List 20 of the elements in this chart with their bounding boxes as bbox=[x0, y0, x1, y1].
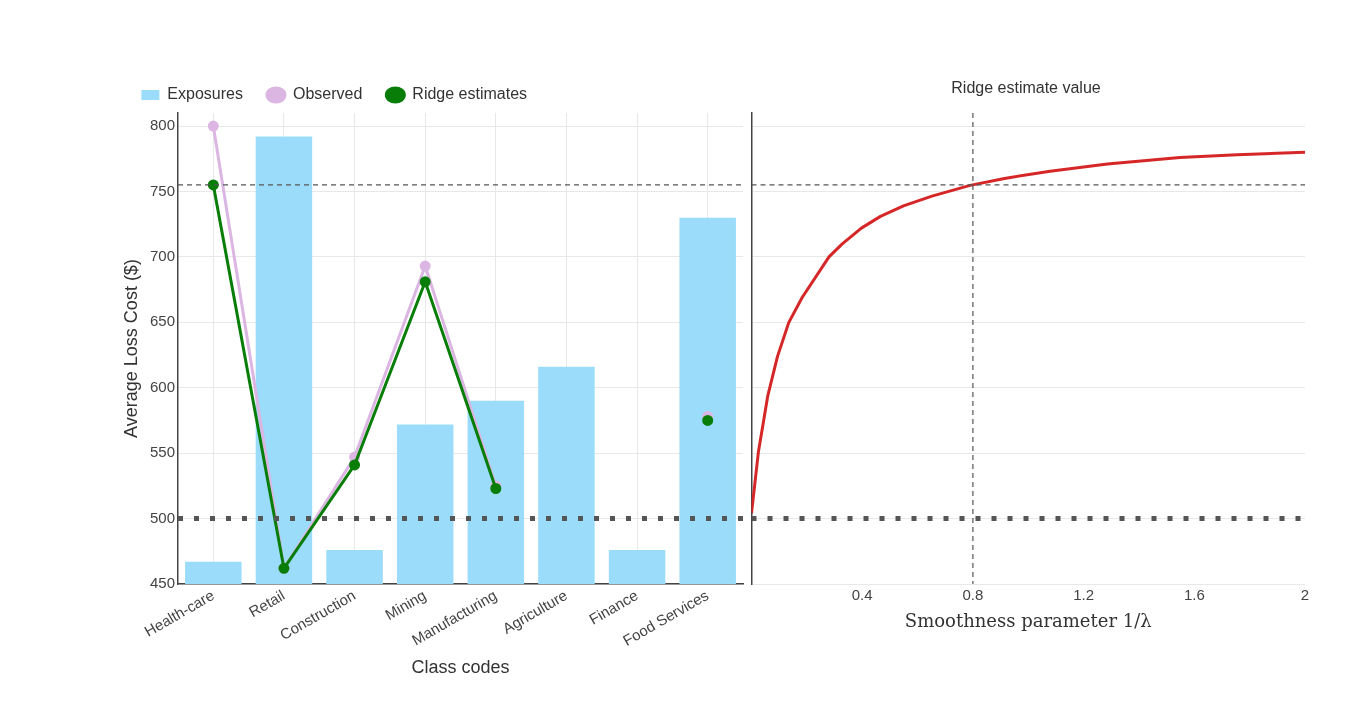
x-tick-label: 1.2 bbox=[1073, 586, 1095, 604]
x-axis-title: Class codes bbox=[411, 657, 510, 678]
legend-label: Ridge estimates bbox=[412, 85, 528, 103]
y-tick-label: 650 bbox=[149, 312, 175, 330]
y-tick-label: 450 bbox=[149, 574, 175, 592]
y-tick-label: 750 bbox=[149, 181, 175, 199]
y-axis-title: Average Loss Cost ($) bbox=[121, 259, 142, 438]
x-tick-label: 0.4 bbox=[851, 586, 873, 604]
x-tick-label: 1.6 bbox=[1183, 586, 1205, 604]
y-tick-label: 700 bbox=[149, 247, 175, 265]
legend-label: Observed bbox=[292, 85, 363, 103]
legend-label: Exposures bbox=[167, 85, 243, 103]
x-tick-label: 2 bbox=[1300, 586, 1310, 604]
chart-title: Ridge estimate value bbox=[951, 78, 1101, 96]
x-tick-label: 0.8 bbox=[962, 586, 984, 604]
x-axis-title: Smoothness parameter 1/λ bbox=[904, 610, 1152, 632]
y-tick-label: 600 bbox=[149, 377, 175, 395]
y-tick-label: 550 bbox=[149, 443, 175, 461]
y-tick-label: 500 bbox=[149, 508, 175, 526]
y-tick-label: 800 bbox=[149, 116, 175, 134]
